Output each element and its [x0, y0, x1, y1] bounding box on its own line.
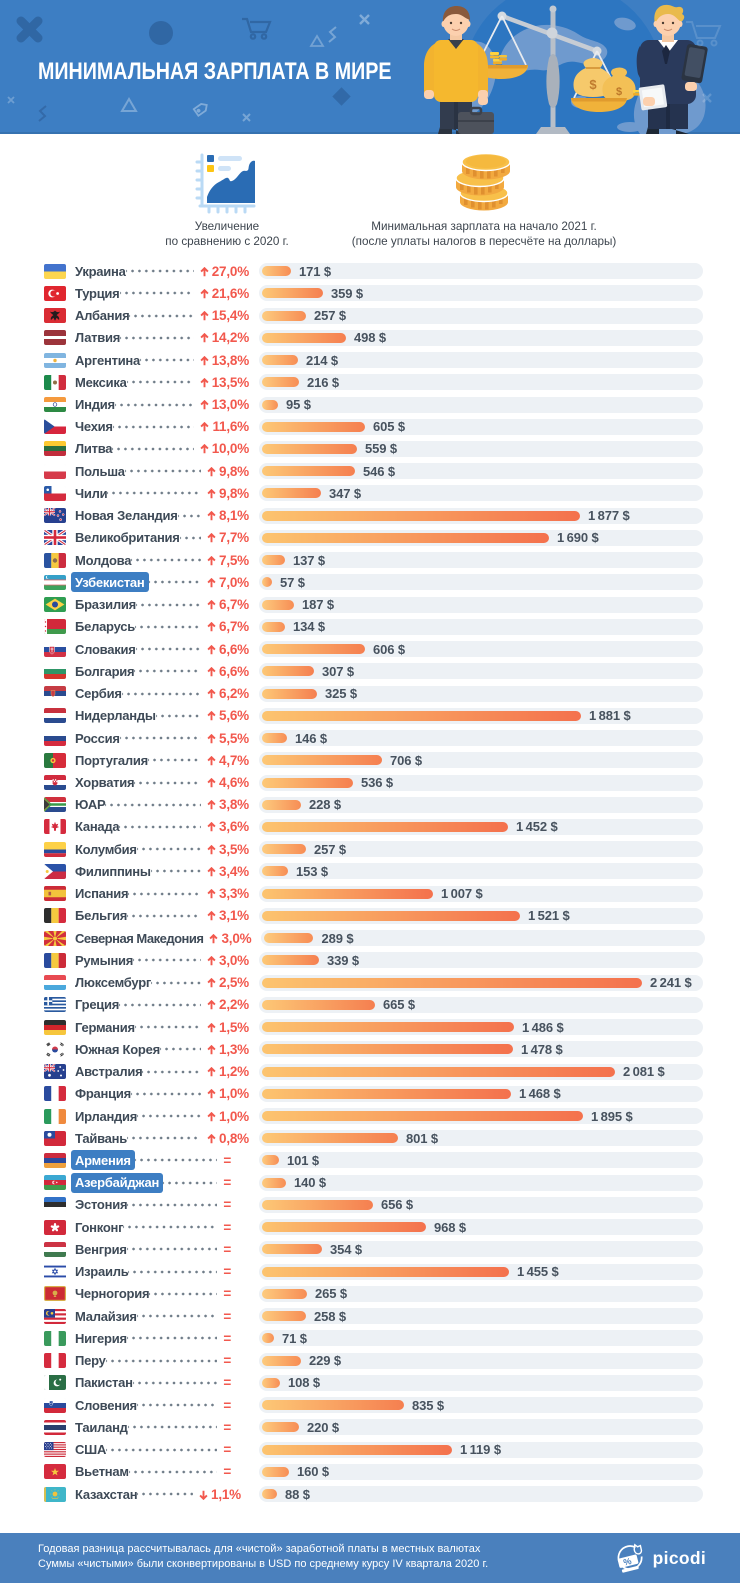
svg-text:$: $ [589, 77, 597, 92]
svg-text:$: $ [616, 86, 622, 98]
svg-text:%: % [622, 1556, 632, 1568]
